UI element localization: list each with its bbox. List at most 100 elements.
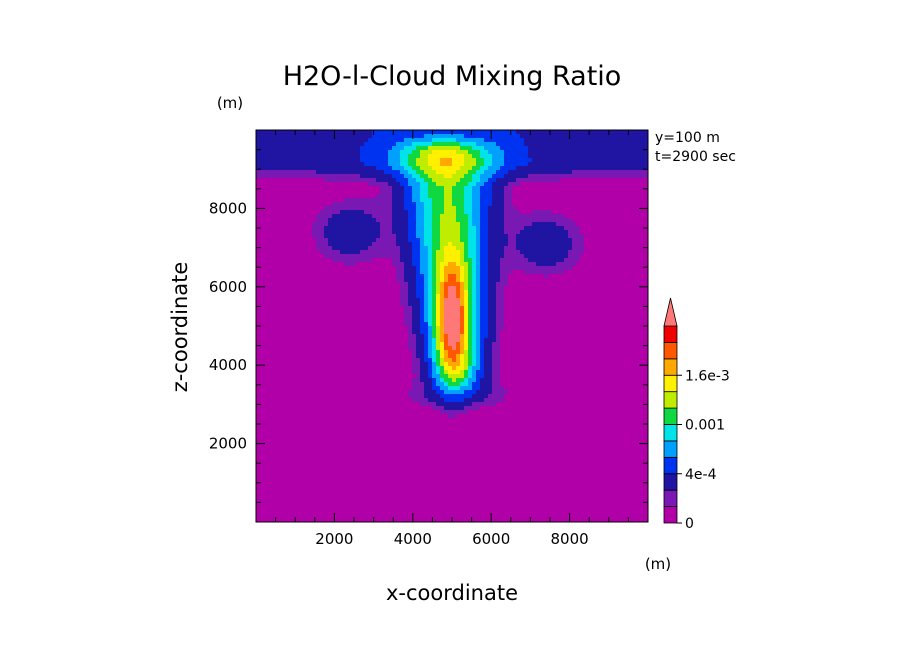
- contour-cell: [588, 166, 593, 171]
- contour-cell: [592, 166, 597, 171]
- contour-cell: [420, 178, 425, 183]
- contour-cell: [572, 218, 577, 223]
- contour-cell: [568, 266, 573, 271]
- contour-cell: [364, 254, 369, 259]
- contour-cell: [496, 294, 501, 299]
- contour-cell: [264, 230, 269, 235]
- contour-cell: [508, 238, 513, 243]
- contour-cell: [268, 138, 273, 143]
- contour-cell: [600, 178, 605, 183]
- contour-cell: [528, 234, 533, 239]
- contour-cell: [348, 266, 353, 271]
- contour-cell: [564, 134, 569, 139]
- contour-cell: [492, 142, 497, 147]
- contour-cell: [520, 314, 525, 319]
- contour-cell: [644, 310, 648, 315]
- contour-cell: [456, 310, 461, 315]
- contour-cell: [404, 282, 409, 287]
- contour-cell: [484, 294, 489, 299]
- contour-cell: [296, 266, 301, 271]
- contour-cell: [460, 194, 465, 199]
- contour-cell: [624, 130, 629, 135]
- contour-cell: [624, 322, 629, 327]
- contour-cell: [560, 214, 565, 219]
- contour-cell: [392, 174, 397, 179]
- contour-cell: [372, 174, 377, 179]
- contour-cell: [536, 298, 541, 303]
- contour-cell: [452, 214, 457, 219]
- contour-cell: [268, 314, 273, 319]
- contour-cell: [612, 150, 617, 155]
- contour-cell: [320, 238, 325, 243]
- contour-cell: [544, 254, 549, 259]
- contour-cell: [636, 282, 641, 287]
- contour-cell: [332, 246, 337, 251]
- contour-cell: [260, 142, 265, 147]
- contour-cell: [516, 190, 521, 195]
- contour-cell: [632, 262, 637, 267]
- contour-cell: [568, 270, 573, 275]
- contour-cell: [292, 154, 297, 159]
- contour-cell: [600, 214, 605, 219]
- contour-cell: [580, 314, 585, 319]
- contour-cell: [528, 154, 533, 159]
- contour-cell: [508, 294, 513, 299]
- contour-cell: [440, 286, 445, 291]
- contour-cell: [508, 206, 513, 211]
- contour-cell: [552, 174, 557, 179]
- contour-cell: [456, 146, 461, 151]
- contour-cell: [616, 238, 621, 243]
- contour-cell: [464, 230, 469, 235]
- contour-cell: [268, 146, 273, 151]
- contour-cell: [436, 318, 441, 323]
- contour-cell: [620, 318, 625, 323]
- contour-cell: [628, 282, 633, 287]
- contour-cell: [592, 322, 597, 327]
- contour-cell: [312, 158, 317, 163]
- contour-cell: [436, 206, 441, 211]
- contour-cell: [400, 302, 405, 307]
- contour-cell: [380, 158, 385, 163]
- contour-cell: [348, 274, 353, 279]
- contour-cell: [452, 154, 457, 159]
- contour-cell: [464, 310, 469, 315]
- contour-cell: [376, 298, 381, 303]
- contour-cell: [404, 206, 409, 211]
- contour-cell: [280, 290, 285, 295]
- contour-cell: [504, 230, 509, 235]
- contour-cell: [292, 330, 297, 335]
- contour-cell: [348, 178, 353, 183]
- contour-cell: [264, 250, 269, 255]
- contour-cell: [396, 242, 401, 247]
- contour-cell: [608, 146, 613, 151]
- contour-cell: [556, 178, 561, 183]
- contour-cell: [384, 170, 389, 175]
- contour-cell: [408, 138, 413, 143]
- contour-cell: [276, 254, 281, 259]
- contour-cell: [536, 226, 541, 231]
- contour-cell: [432, 318, 437, 323]
- contour-cell: [528, 198, 533, 203]
- contour-cell: [576, 230, 581, 235]
- contour-cell: [568, 174, 573, 179]
- contour-cell: [528, 226, 533, 231]
- contour-cell: [408, 170, 413, 175]
- contour-cell: [364, 238, 369, 243]
- contour-cell: [428, 206, 433, 211]
- contour-cell: [448, 274, 453, 279]
- contour-cell: [420, 158, 425, 163]
- contour-cell: [524, 222, 529, 227]
- contour-cell: [448, 142, 453, 147]
- contour-cell: [576, 174, 581, 179]
- contour-cell: [600, 230, 605, 235]
- contour-cell: [584, 298, 589, 303]
- contour-cell: [260, 190, 265, 195]
- contour-cell: [476, 154, 481, 159]
- contour-cell: [532, 198, 537, 203]
- contour-cell: [272, 270, 277, 275]
- contour-cell: [464, 274, 469, 279]
- contour-cell: [452, 186, 457, 191]
- contour-cell: [412, 322, 417, 327]
- contour-cell: [456, 282, 461, 287]
- contour-cell: [556, 226, 561, 231]
